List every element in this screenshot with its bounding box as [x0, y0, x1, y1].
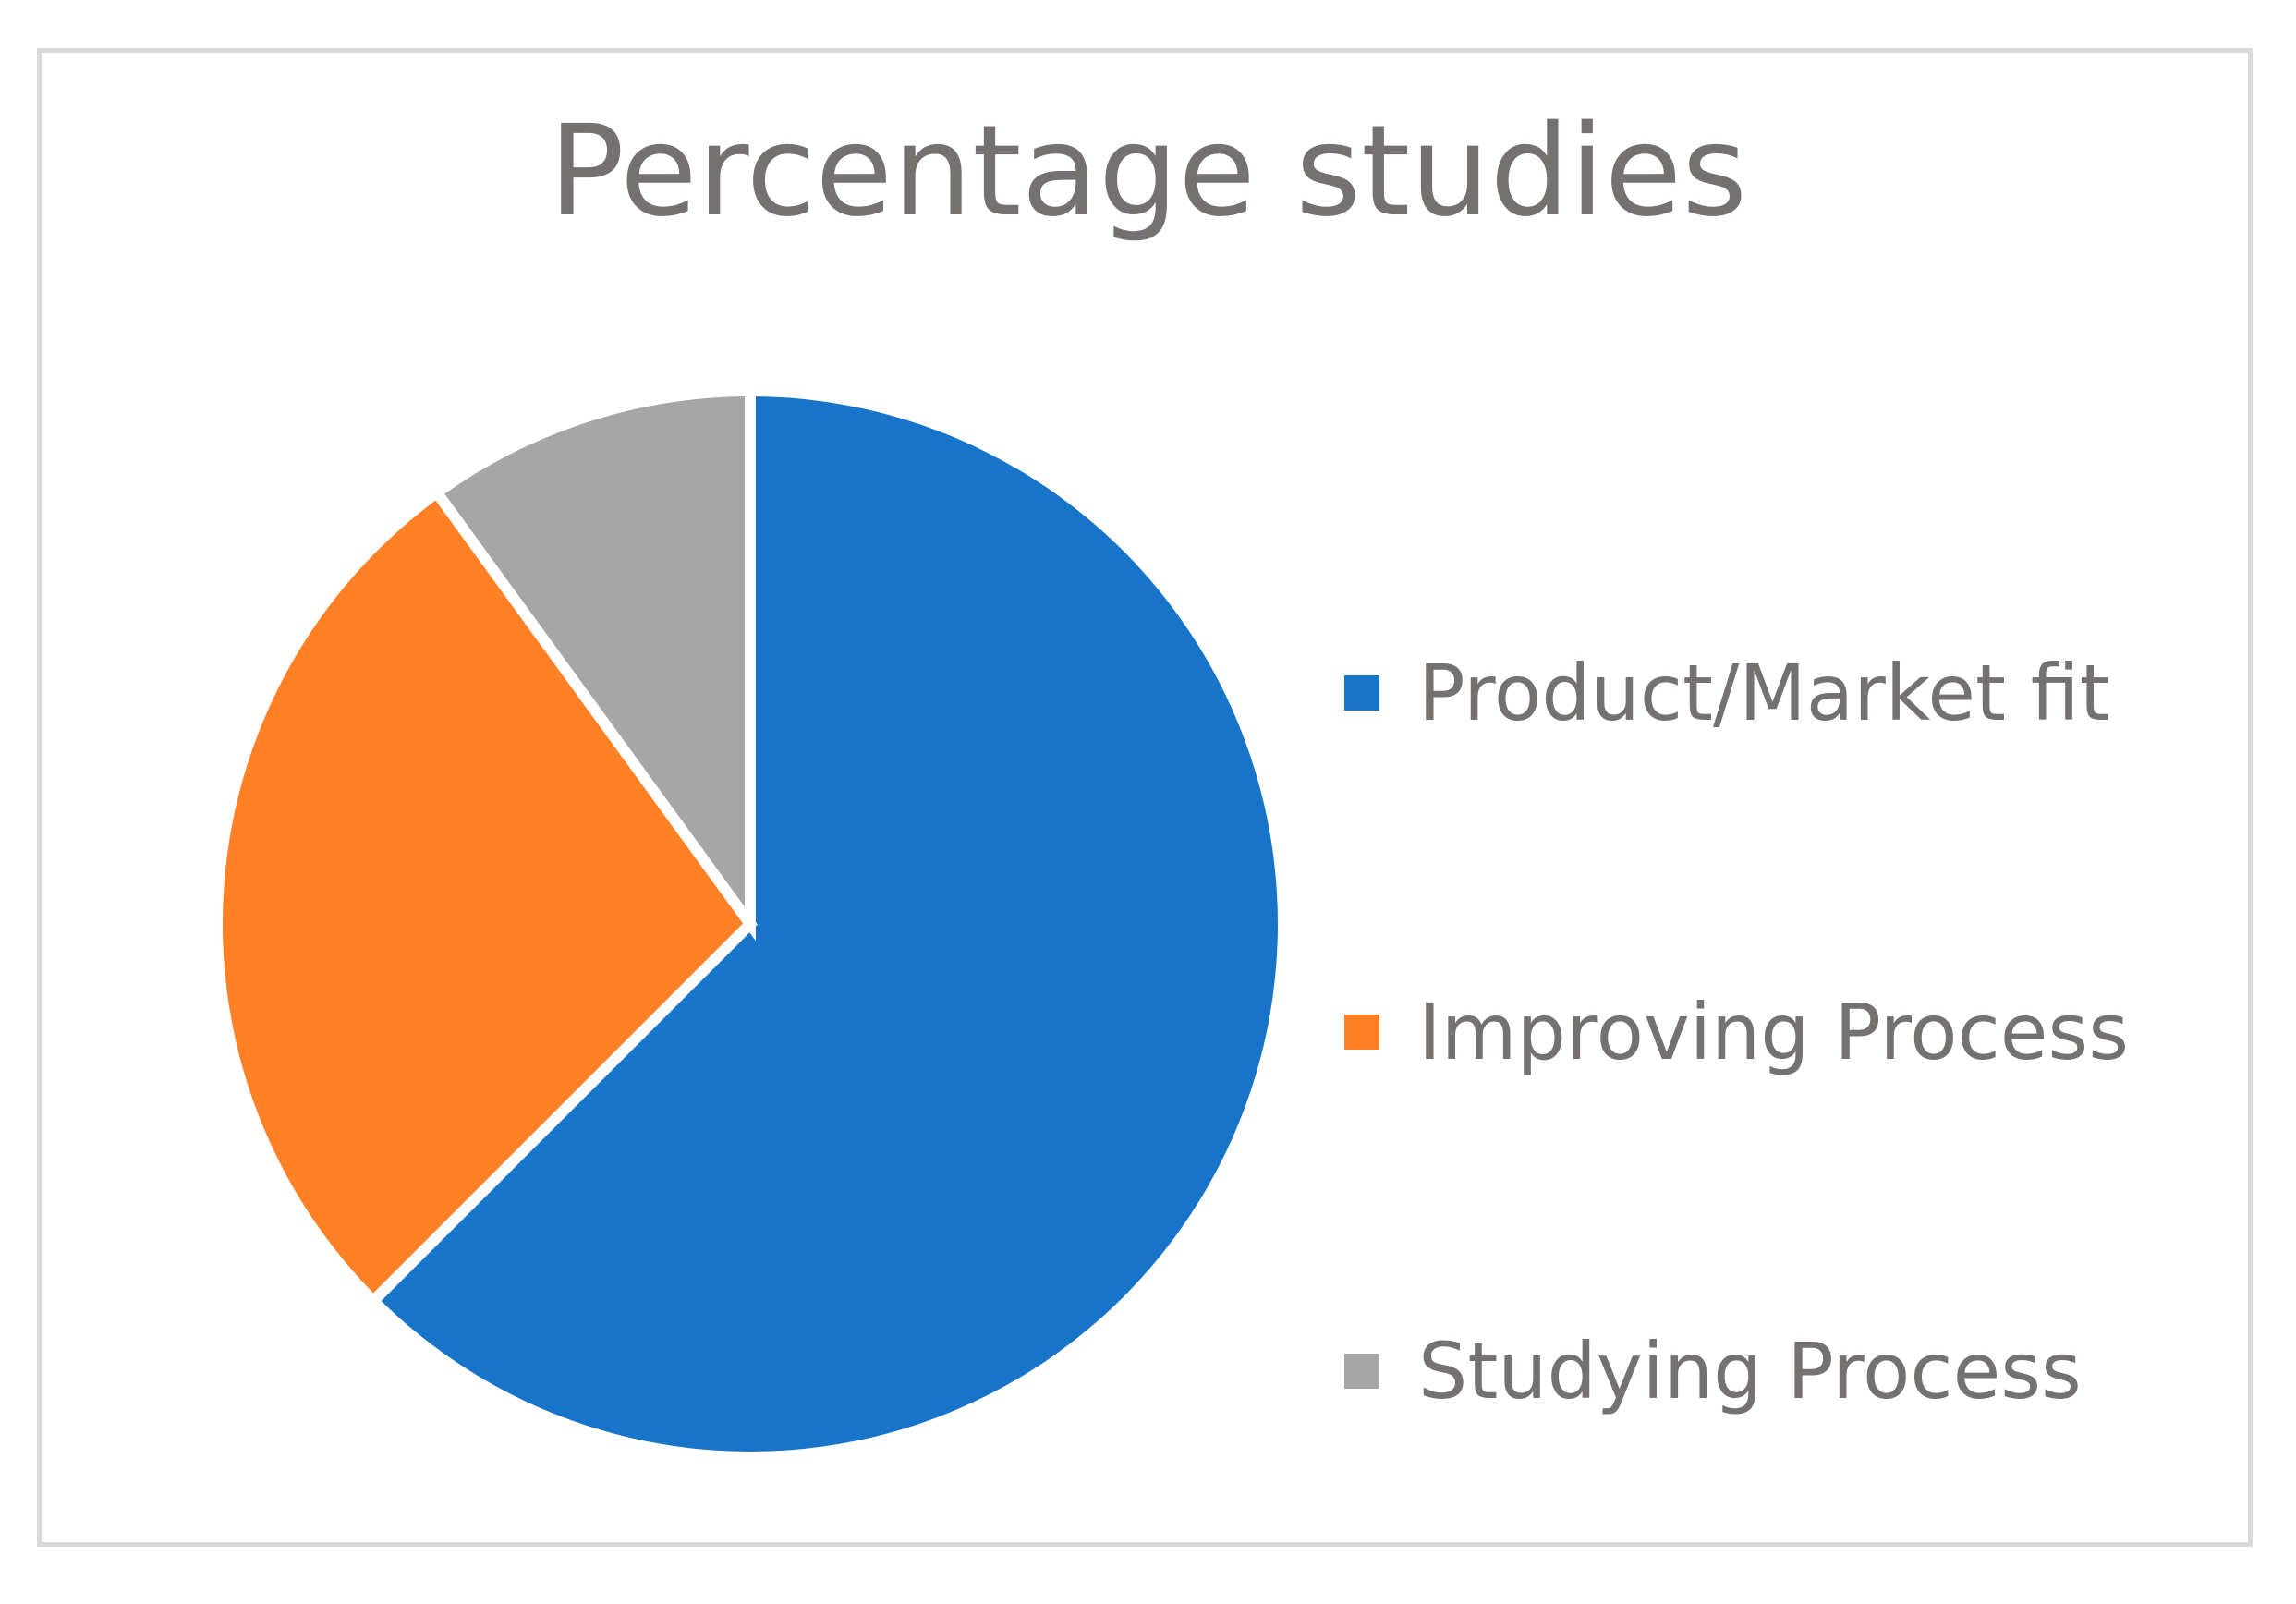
legend-item-studying-process: Studying Process: [1344, 1332, 2082, 1410]
legend-label: Improving Process: [1418, 987, 2129, 1077]
legend-item-improving-process: Improving Process: [1344, 993, 2129, 1071]
legend-swatch: [1344, 1354, 1379, 1389]
pie-slice-studying-process: [429, 384, 756, 942]
legend-label: Studying Process: [1418, 1326, 2082, 1416]
legend-item-product-market-fit: Product/Market fit: [1344, 654, 2110, 732]
legend-swatch: [1344, 1015, 1379, 1050]
pie-slice-improving-process: [212, 484, 758, 1309]
legend-label: Product/Market fit: [1418, 648, 2110, 738]
pie-slices: [212, 384, 1289, 1463]
chart-title: Percentage studies: [548, 99, 1748, 245]
pie-slice-product-market-fit: [365, 384, 1289, 1463]
legend-swatch: [1344, 675, 1379, 711]
